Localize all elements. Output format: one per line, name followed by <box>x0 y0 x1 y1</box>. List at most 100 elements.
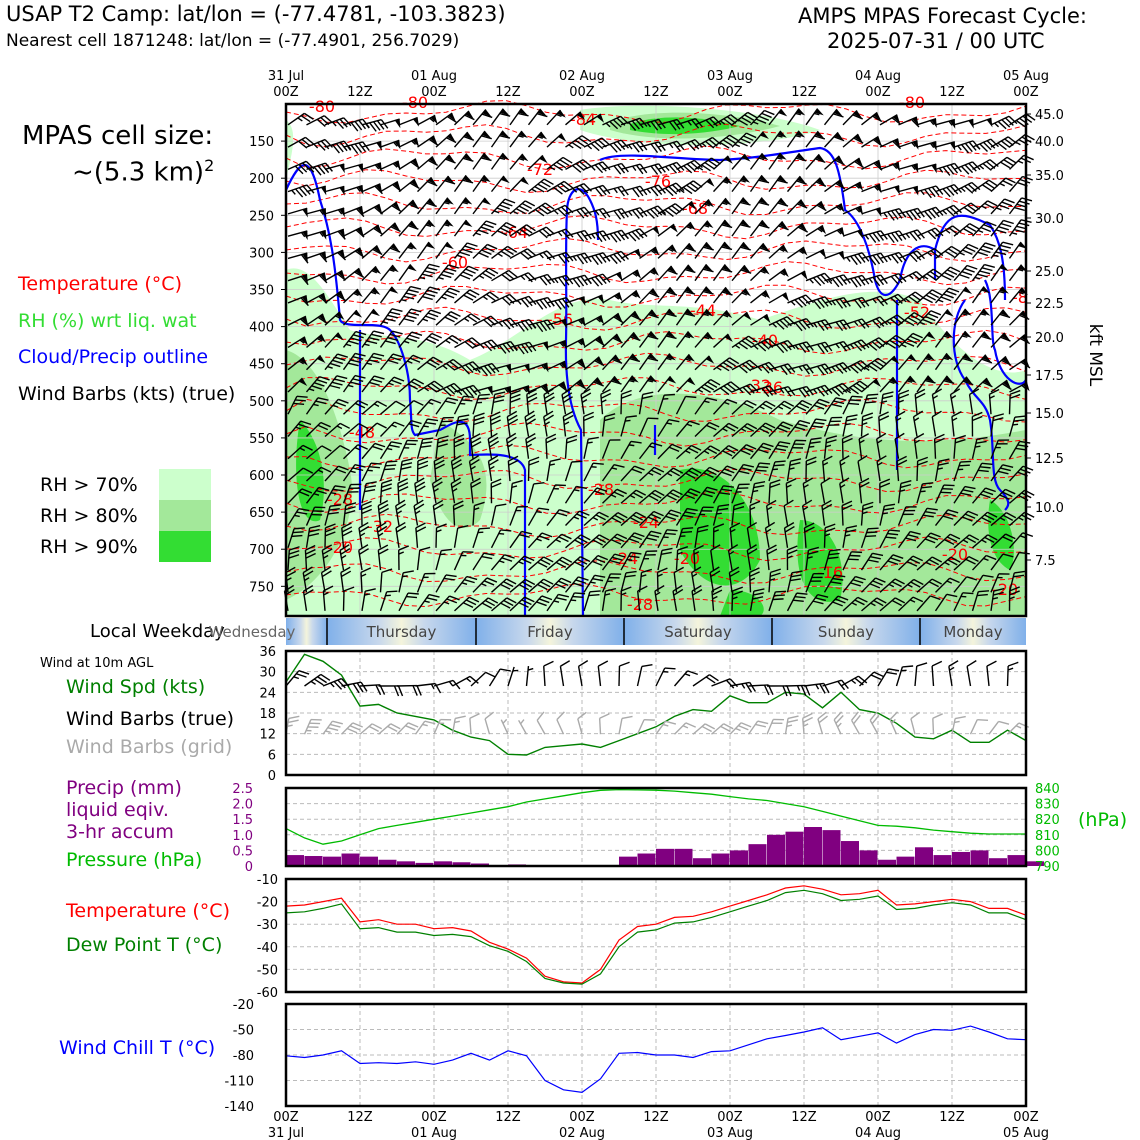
xsec-wind-barb <box>472 362 500 376</box>
xsec-wind-barb <box>638 391 654 415</box>
barb-pennant <box>320 208 327 218</box>
xsec-wind-barb <box>491 578 517 593</box>
barb-pennant <box>481 153 491 160</box>
barb-staff <box>731 590 734 611</box>
wind-ytick-label: 18 <box>259 707 276 722</box>
xsec-wind-barb <box>361 162 382 173</box>
barb-staff <box>287 273 308 282</box>
barb-full <box>487 341 496 350</box>
xsec-wind-barb <box>565 378 587 393</box>
barb-full <box>461 366 470 375</box>
barb-full <box>481 555 493 560</box>
wind-barb-grid <box>484 711 495 735</box>
cycle-value: 2025-07-31 / 00 UTC <box>827 29 1045 53</box>
cloud-outline <box>285 163 527 616</box>
barb-full <box>340 566 351 574</box>
barb-half <box>594 210 600 216</box>
barb-full <box>361 508 372 515</box>
barb-full <box>477 397 489 400</box>
barb-full <box>400 466 412 470</box>
barb-half <box>631 293 637 298</box>
barb-full <box>521 343 529 354</box>
barb-pennant <box>446 154 455 163</box>
barb-pennant <box>426 220 436 228</box>
xsec-wind-barb <box>972 117 993 128</box>
barb-half <box>359 532 366 537</box>
barb-full <box>300 275 309 286</box>
barb-full <box>372 248 383 256</box>
barb-full <box>521 202 533 210</box>
barb-full <box>316 379 328 384</box>
barb-half <box>310 680 316 685</box>
barb-full <box>464 578 475 584</box>
xsec-pressure-tick-label: 350 <box>249 284 274 299</box>
xsec-wind-barb <box>287 273 309 286</box>
precip-bar <box>859 850 878 866</box>
xsec-wind-barb <box>398 242 418 259</box>
barb-half <box>531 188 537 193</box>
barb-pennant <box>302 208 308 218</box>
xsec-wind-barb <box>638 288 660 304</box>
barb-pennant <box>375 204 383 214</box>
barb-full <box>572 582 584 588</box>
barb-full <box>341 522 352 529</box>
bottom-time-hour: 12Z <box>495 1110 521 1125</box>
xsec-wind-barb <box>453 197 473 215</box>
barb-full <box>386 590 398 593</box>
barb-half <box>537 135 543 139</box>
barb-full <box>575 163 585 171</box>
barb-pennant <box>354 289 363 297</box>
top-time-hour: 00Z <box>1013 85 1039 100</box>
barb-half <box>370 291 377 295</box>
barb-staff <box>361 162 382 171</box>
xsec-wind-barb <box>620 331 641 348</box>
barb-full <box>483 552 495 556</box>
xsec-wind-barb <box>601 375 622 393</box>
xsec-wind-barb <box>417 356 443 371</box>
barb-half <box>304 577 310 582</box>
barb-half <box>291 189 296 195</box>
barb-full <box>580 534 591 541</box>
barb-half <box>438 276 444 280</box>
barb-staff <box>453 197 467 215</box>
xsec-wind-barb <box>638 550 658 571</box>
barb-half <box>313 493 320 496</box>
precip-bar <box>323 856 341 866</box>
barb-half <box>441 296 447 300</box>
xsec-wind-barb <box>490 198 516 215</box>
xsec-wind-barb <box>398 399 424 415</box>
bottom-time-hour: 00Z <box>865 1110 891 1125</box>
barb-pennant <box>393 181 401 191</box>
barb-full <box>594 276 603 286</box>
xsec-pressure-tick-label: 500 <box>249 395 274 410</box>
barb-full <box>405 443 417 446</box>
barb-staff <box>341 722 354 735</box>
xsec-wind-barb <box>322 585 334 611</box>
xsec-wind-barb <box>602 250 629 265</box>
barb-full <box>302 185 311 195</box>
barb-full <box>330 504 341 507</box>
barb-full <box>594 187 603 197</box>
xsec-wind-barb <box>935 162 962 176</box>
barb-full <box>521 599 532 606</box>
xsec-wind-barb <box>509 578 536 593</box>
barb-pennant <box>338 250 346 260</box>
barb-full <box>338 398 349 404</box>
barb-half <box>386 447 393 451</box>
barb-staff <box>986 666 990 687</box>
barb-staff <box>287 356 305 371</box>
xsec-wind-barb <box>305 524 321 548</box>
barb-full <box>300 297 309 307</box>
wind-grid-label: Wind Barbs (grid) <box>66 736 233 758</box>
barb-full <box>287 719 299 724</box>
barb-staff <box>380 400 397 415</box>
barb-half <box>389 269 395 272</box>
barb-staff <box>527 483 535 504</box>
barb-full <box>609 439 621 441</box>
barb-pennant <box>481 131 491 139</box>
xsec-wind-barb <box>361 422 387 438</box>
barb-full <box>407 224 419 230</box>
barb-full <box>601 137 611 146</box>
barb-half <box>629 494 636 499</box>
precip-bar <box>785 831 804 866</box>
